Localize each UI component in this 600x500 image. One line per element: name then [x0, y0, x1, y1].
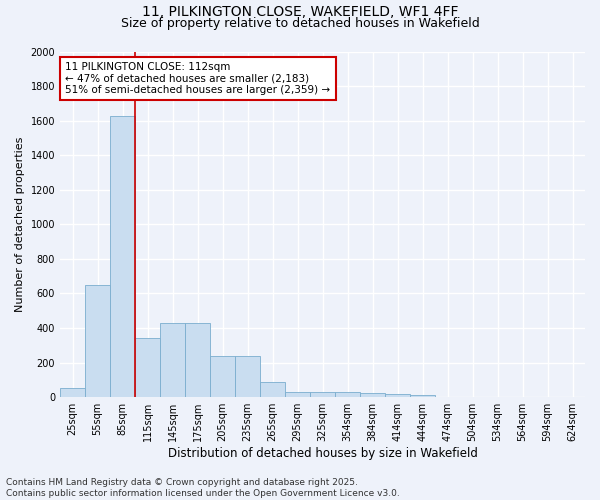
Bar [160, 323, 185, 397]
Text: 11 PILKINGTON CLOSE: 112sqm
← 47% of detached houses are smaller (2,183)
51% of : 11 PILKINGTON CLOSE: 112sqm ← 47% of det… [65, 62, 331, 95]
Bar [210, 356, 235, 397]
Bar [410, 394, 435, 397]
Text: Contains HM Land Registry data © Crown copyright and database right 2025.
Contai: Contains HM Land Registry data © Crown c… [6, 478, 400, 498]
Bar [360, 393, 385, 397]
Bar [385, 394, 410, 397]
Bar [235, 356, 260, 397]
Bar [185, 323, 210, 397]
Bar [335, 392, 360, 397]
Text: Size of property relative to detached houses in Wakefield: Size of property relative to detached ho… [121, 18, 479, 30]
Y-axis label: Number of detached properties: Number of detached properties [15, 136, 25, 312]
Bar [260, 382, 285, 397]
Bar [85, 285, 110, 397]
Bar [110, 116, 135, 397]
Bar [285, 392, 310, 397]
X-axis label: Distribution of detached houses by size in Wakefield: Distribution of detached houses by size … [167, 447, 478, 460]
Bar [60, 388, 85, 397]
Bar [135, 338, 160, 397]
Text: 11, PILKINGTON CLOSE, WAKEFIELD, WF1 4FF: 11, PILKINGTON CLOSE, WAKEFIELD, WF1 4FF [142, 5, 458, 19]
Bar [310, 392, 335, 397]
